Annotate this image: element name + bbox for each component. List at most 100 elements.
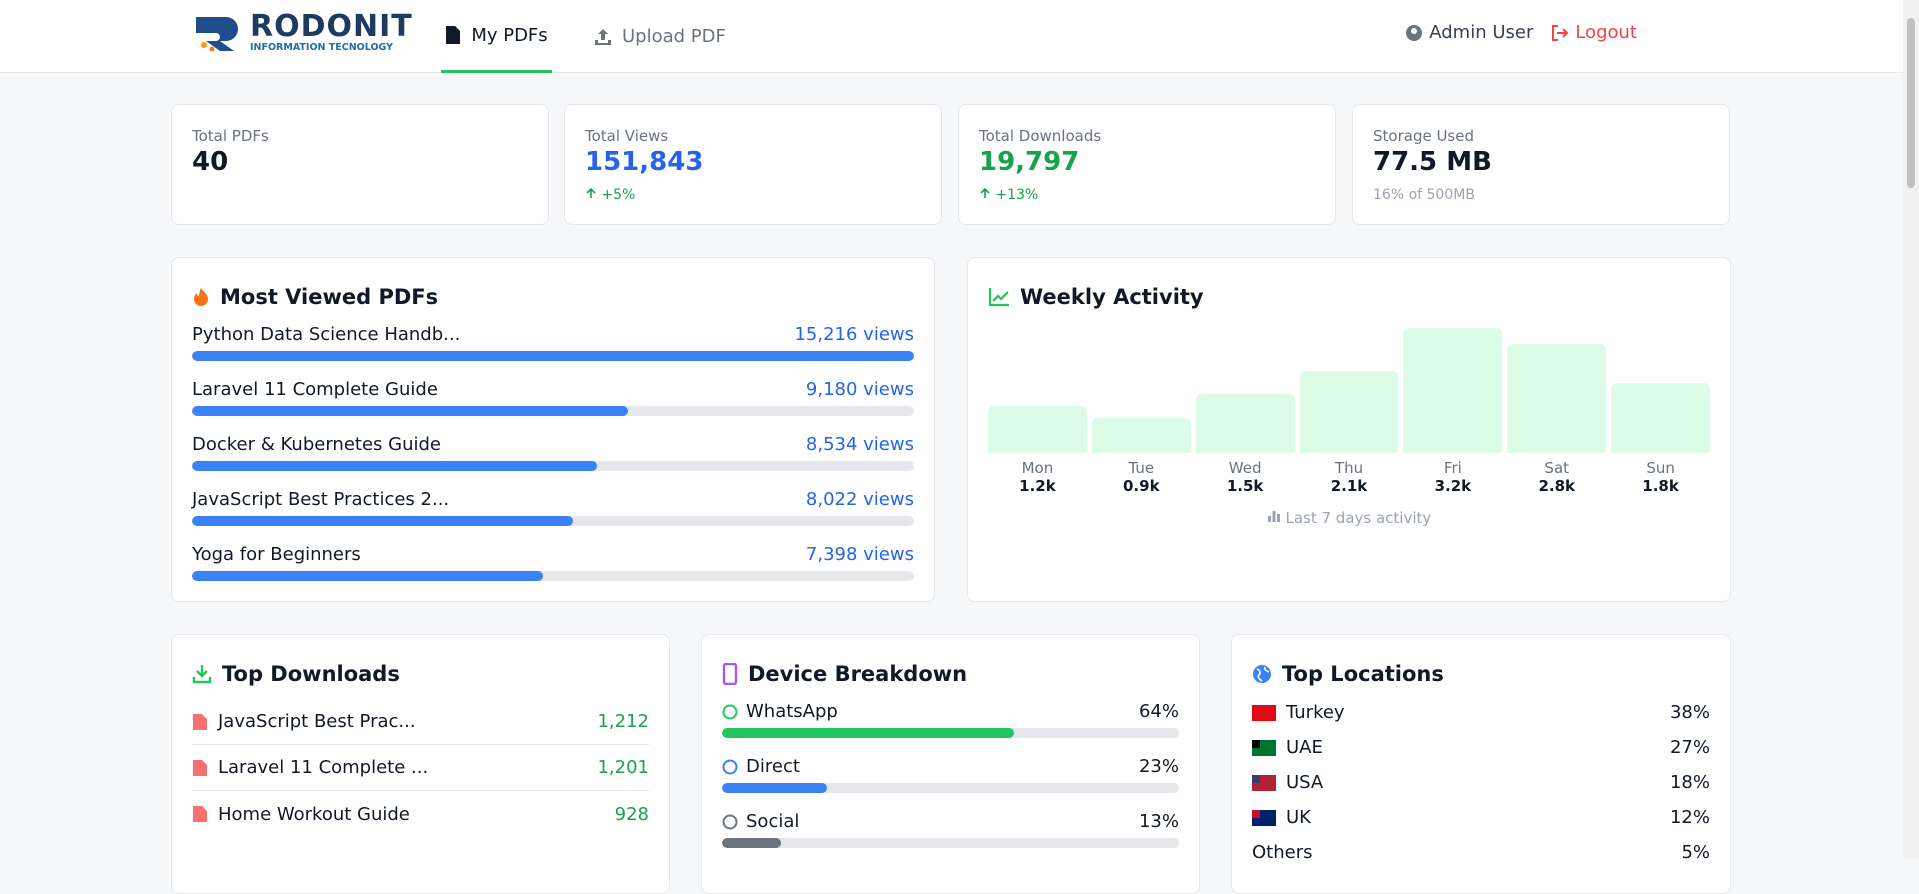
icon <box>192 665 212 684</box>
activity-bar <box>1299 370 1399 453</box>
pdf-views: 15,216 views <box>794 324 914 345</box>
user[interactable]: Admin User <box>1405 22 1533 43</box>
icon <box>595 28 611 45</box>
header: RODONIT INFORMATION TECNOLOGY My PDFs Upl… <box>0 0 1903 73</box>
download-item: Home Workout Guide 928 <box>192 791 649 837</box>
icon <box>1552 24 1569 41</box>
user-menu: Admin User Logout <box>1405 22 1637 43</box>
day-value: 2.8k <box>1538 477 1575 495</box>
pdf-icon <box>193 806 207 822</box>
user-name: Admin User <box>1429 22 1534 43</box>
most-viewed-list: Python Data Science Handb... 15,216 views… <box>192 324 914 581</box>
day-label: Thu 2.1k <box>1300 459 1399 495</box>
day-label: Sun 1.8k <box>1611 459 1710 495</box>
location-share: 5% <box>1681 842 1710 863</box>
card-title: Weekly Activity <box>988 282 1710 312</box>
stat-label: Total PDFs <box>192 127 269 145</box>
day: Sat <box>1544 459 1570 477</box>
change-text: +13% <box>995 187 1039 203</box>
pdf-name: Yoga for Beginners <box>192 544 361 565</box>
location-name-wrap: Others <box>1252 842 1313 863</box>
locations-list: Turkey 38% UAE 27% USA 18% UK 12% Others 5% <box>1252 695 1710 870</box>
device-name-wrap: Direct <box>722 756 800 777</box>
stat-note: 16% of 500MB <box>1373 187 1475 203</box>
activity-bar <box>1195 394 1295 453</box>
download-item: Laravel 11 Complete ... 1,201 <box>192 745 649 791</box>
progress-track <box>722 838 1179 848</box>
progress-track <box>192 406 914 416</box>
card-title: Device Breakdown <box>722 659 1179 689</box>
pdf-item: JavaScript Best Practices 2... 8,022 view… <box>192 489 914 526</box>
pdf-item: Laravel 11 Complete Guide 9,180 views <box>192 379 914 416</box>
logo[interactable]: RODONIT INFORMATION TECNOLOGY <box>192 12 413 53</box>
logo-mark <box>196 16 238 51</box>
location-name-wrap: UK <box>1252 807 1311 828</box>
location-name: UAE <box>1286 737 1323 758</box>
pdf-views: 7,398 views <box>805 544 914 565</box>
location-name: UK <box>1286 807 1311 828</box>
device-item: WhatsApp 64% <box>722 701 1179 738</box>
pdf-icon <box>193 759 207 776</box>
day: Fri <box>1443 459 1462 477</box>
downloads-card: Top Downloads JavaScript Best Prac... 1,2… <box>171 634 670 894</box>
stat-card: Storage Used 77.5 MB 16% of 500MB <box>1352 104 1730 225</box>
progress-track <box>192 571 914 581</box>
pdf-row: Laravel 11 Complete Guide 9,180 views <box>192 379 914 400</box>
day: Sun <box>1646 459 1675 477</box>
location-name: USA <box>1286 772 1324 793</box>
day-label: Wed 1.5k <box>1196 459 1295 495</box>
pdf-name: JavaScript Best Practices 2... <box>192 489 450 510</box>
locations-card: Top Locations Turkey 38% UAE 27% USA 18% UK 12%… <box>1231 634 1731 894</box>
most-viewed-card: Most Viewed PDFs Python Data Science Han… <box>171 257 935 602</box>
pdf-row: Python Data Science Handb... 15,216 views <box>192 324 914 345</box>
devices-list: WhatsApp 64% Direct 23% Social 13% <box>722 701 1179 848</box>
device-name-wrap: Social <box>722 811 799 832</box>
pdf-views: 8,534 views <box>805 434 914 455</box>
download-name-wrap: Laravel 11 Complete ... <box>192 757 428 778</box>
location-item: UAE 27% <box>1252 730 1710 765</box>
download-count: 928 <box>614 803 649 825</box>
day-value: 3.2k <box>1434 477 1472 495</box>
icon <box>722 704 738 719</box>
card-title: Top Downloads <box>192 659 649 689</box>
stat-label: Total Downloads <box>979 127 1102 145</box>
weekly-bars <box>988 328 1711 453</box>
day-value: 2.1k <box>1330 477 1368 495</box>
logo-title: RODONIT <box>250 9 413 44</box>
icon <box>586 187 596 198</box>
location-share: 18% <box>1669 772 1710 793</box>
location-item: Turkey 38% <box>1252 695 1710 730</box>
logout[interactable]: Logout <box>1551 22 1637 43</box>
icon <box>1267 511 1280 522</box>
stat-card: Total Views 151,843 +5% <box>564 104 942 225</box>
flag <box>1252 704 1276 721</box>
icon <box>194 288 208 306</box>
download-count: 1,212 <box>597 711 649 732</box>
nav-upload[interactable]: Upload PDF <box>594 0 726 73</box>
stat-card: Total Downloads 19,797 +13% <box>958 104 1336 225</box>
download-name-wrap: JavaScript Best Prac... <box>192 711 416 732</box>
title: Most Viewed PDFs <box>220 285 439 309</box>
progress-bar <box>192 571 544 581</box>
stat-value: 77.5 MB <box>1373 147 1492 177</box>
activity-bar <box>1091 417 1191 453</box>
activity-bar <box>1611 382 1711 453</box>
logo-subtitle: INFORMATION TECNOLOGY <box>250 42 394 53</box>
progress-bar <box>192 516 573 526</box>
location-name-wrap: Turkey <box>1252 702 1345 723</box>
nav-my-pdfs[interactable]: My PDFs <box>441 0 552 73</box>
icon <box>988 288 1009 307</box>
location-share: 12% <box>1669 807 1710 828</box>
weekly-card: Weekly Activity Mon 1.2k Tue 0.9k Wed 1.5k Thu… <box>967 257 1731 602</box>
progress-bar <box>192 461 597 471</box>
scrollbar[interactable] <box>1903 0 1919 859</box>
progress-bar <box>722 728 1015 738</box>
day-label: Sat 2.8k <box>1507 459 1606 495</box>
downloads-list: JavaScript Best Prac... 1,212 Laravel 11 C… <box>192 699 649 837</box>
device-row: Social 13% <box>722 811 1179 832</box>
device-row: Direct 23% <box>722 756 1179 777</box>
location-name: Turkey <box>1286 702 1345 723</box>
card-title: Most Viewed PDFs <box>192 282 914 312</box>
pdf-row: Yoga for Beginners 7,398 views <box>192 544 914 565</box>
download-item: JavaScript Best Prac... 1,212 <box>192 699 649 745</box>
